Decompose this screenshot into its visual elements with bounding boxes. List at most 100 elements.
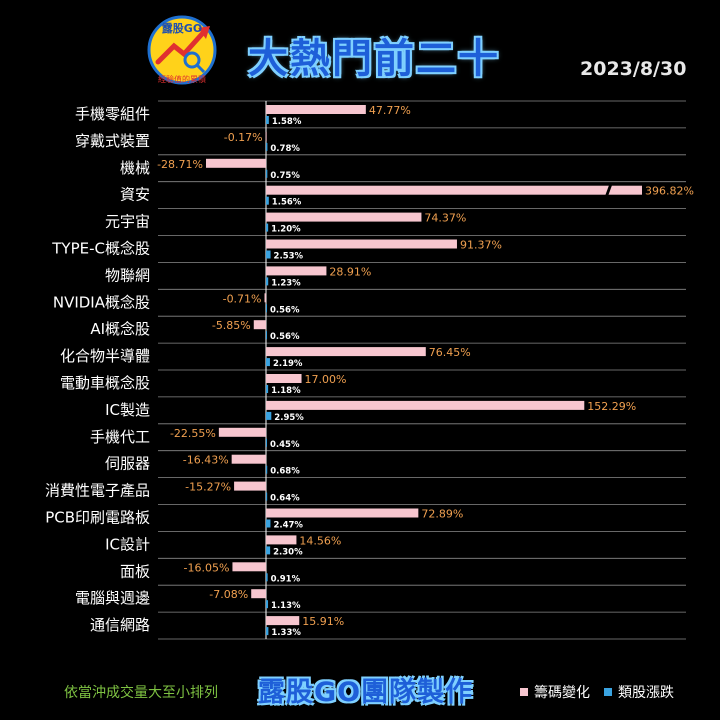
chip-bar <box>266 185 642 195</box>
category-label: 手機代工 <box>90 428 150 446</box>
sector-bar <box>266 196 269 205</box>
chip-bar <box>264 293 266 303</box>
legend-label-chip: 籌碼變化 <box>534 685 590 701</box>
sector-value-label: 1.23% <box>271 278 301 288</box>
category-label: NVIDIA概念股 <box>53 293 150 311</box>
chip-value-label: -15.27% <box>185 481 231 494</box>
chip-bar <box>266 508 419 518</box>
category-label: 伺服器 <box>105 455 150 473</box>
sector-value-label: 2.95% <box>274 413 304 423</box>
chip-value-label: 76.45% <box>429 346 471 359</box>
sector-bar <box>266 627 269 636</box>
logo-text: 露股GO <box>162 22 202 35</box>
legend-label-sector: 類股漲跌 <box>618 685 674 701</box>
category-label: 化合物半導體 <box>60 347 150 365</box>
category-label: 電動車概念股 <box>60 374 150 392</box>
legend-swatch-sector <box>604 688 612 696</box>
chip-value-label: -16.43% <box>183 454 229 467</box>
category-label: AI概念股 <box>90 320 150 338</box>
category-label: 穿戴式裝置 <box>75 132 150 150</box>
sector-value-label: 0.78% <box>270 144 300 154</box>
sector-value-label: 0.45% <box>270 440 300 450</box>
sort-note: 依當沖成交量大至小排列 <box>64 685 218 701</box>
category-label: 通信網路 <box>90 616 150 634</box>
chip-value-label: -22.55% <box>170 427 216 440</box>
chip-value-label: 28.91% <box>329 265 371 278</box>
chip-value-label: 152.29% <box>587 400 636 413</box>
bars <box>205 105 642 636</box>
chip-bar <box>234 481 266 491</box>
sector-bar <box>266 116 269 124</box>
chip-value-label: 17.00% <box>305 373 347 386</box>
sector-bar <box>266 223 269 232</box>
sector-bar <box>266 277 269 286</box>
sector-bar <box>266 573 268 582</box>
category-label: 元宇宙 <box>105 213 150 231</box>
chip-bar <box>265 131 267 141</box>
chip-bar <box>231 454 266 464</box>
sector-bar <box>266 546 271 555</box>
page-title: 大熱門前二十 <box>248 36 500 82</box>
chip-value-label: 396.82% <box>645 185 694 198</box>
legend-item-chip: 籌碼變化 <box>520 682 590 702</box>
sector-value-label: 1.56% <box>272 198 302 208</box>
sector-value-label: 1.13% <box>271 601 301 611</box>
chip-bar <box>266 212 422 222</box>
category-label: 面板 <box>120 562 150 580</box>
chip-value-label: 74.37% <box>424 212 466 225</box>
sector-bar <box>266 169 268 178</box>
chip-bar <box>266 347 426 357</box>
chip-bar <box>205 158 266 168</box>
category-label: 電腦與週邊 <box>75 589 150 607</box>
sector-value-label: 0.91% <box>271 574 301 584</box>
sector-bar <box>266 600 269 609</box>
sector-bar <box>266 465 268 474</box>
logo: 露股GO 經驗值的累積 <box>147 15 217 85</box>
sector-value-label: 1.33% <box>271 628 301 638</box>
sector-value-label: 1.58% <box>272 117 302 127</box>
sector-value-label: 2.30% <box>273 547 303 557</box>
sector-bar <box>266 411 272 420</box>
chip-value-label: 47.77% <box>369 104 411 117</box>
chip-bar <box>266 266 327 276</box>
legend-swatch-chip <box>520 688 528 696</box>
category-label: 資安 <box>120 186 150 204</box>
sector-value-label: 2.47% <box>273 521 303 531</box>
chip-bar <box>266 105 366 114</box>
chip-value-label: 14.56% <box>299 534 341 547</box>
chip-value-label: 15.91% <box>302 615 344 628</box>
sector-value-label: 2.53% <box>274 252 304 262</box>
chip-bar <box>266 616 300 626</box>
axis-break-mark <box>605 184 613 196</box>
sector-bar <box>266 304 268 313</box>
grid-lines <box>158 100 686 640</box>
chip-bar <box>218 427 266 437</box>
category-label: 手機零組件 <box>75 105 150 123</box>
chip-value-label: 91.37% <box>460 239 502 252</box>
sector-bar <box>266 438 267 447</box>
logo-subtext: 經驗值的累積 <box>158 74 206 84</box>
category-label: 機械 <box>120 159 150 177</box>
category-label: IC製造 <box>105 401 150 419</box>
sector-bar <box>266 331 268 340</box>
chip-bar <box>266 400 585 410</box>
sector-bar <box>266 519 271 528</box>
sector-bar <box>266 142 268 151</box>
chip-value-label: -28.71% <box>157 158 203 171</box>
legend-item-sector: 類股漲跌 <box>604 682 674 702</box>
sector-bar <box>266 385 269 393</box>
category-label: 物聯網 <box>105 266 150 284</box>
category-label: 消費性電子產品 <box>45 482 150 500</box>
sector-value-label: 1.18% <box>271 386 301 396</box>
chip-bar <box>251 589 266 599</box>
chip-value-label: -7.08% <box>209 588 248 601</box>
chip-value-label: -0.71% <box>223 292 262 305</box>
sector-value-label: 0.75% <box>270 171 300 181</box>
sector-bar <box>266 358 270 367</box>
sector-value-label: 0.64% <box>270 494 300 504</box>
sector-bar <box>266 492 268 501</box>
chip-value-label: 72.89% <box>421 508 463 521</box>
sector-bar <box>266 250 271 259</box>
credit-text: 露股GO團隊製作 <box>258 677 474 708</box>
